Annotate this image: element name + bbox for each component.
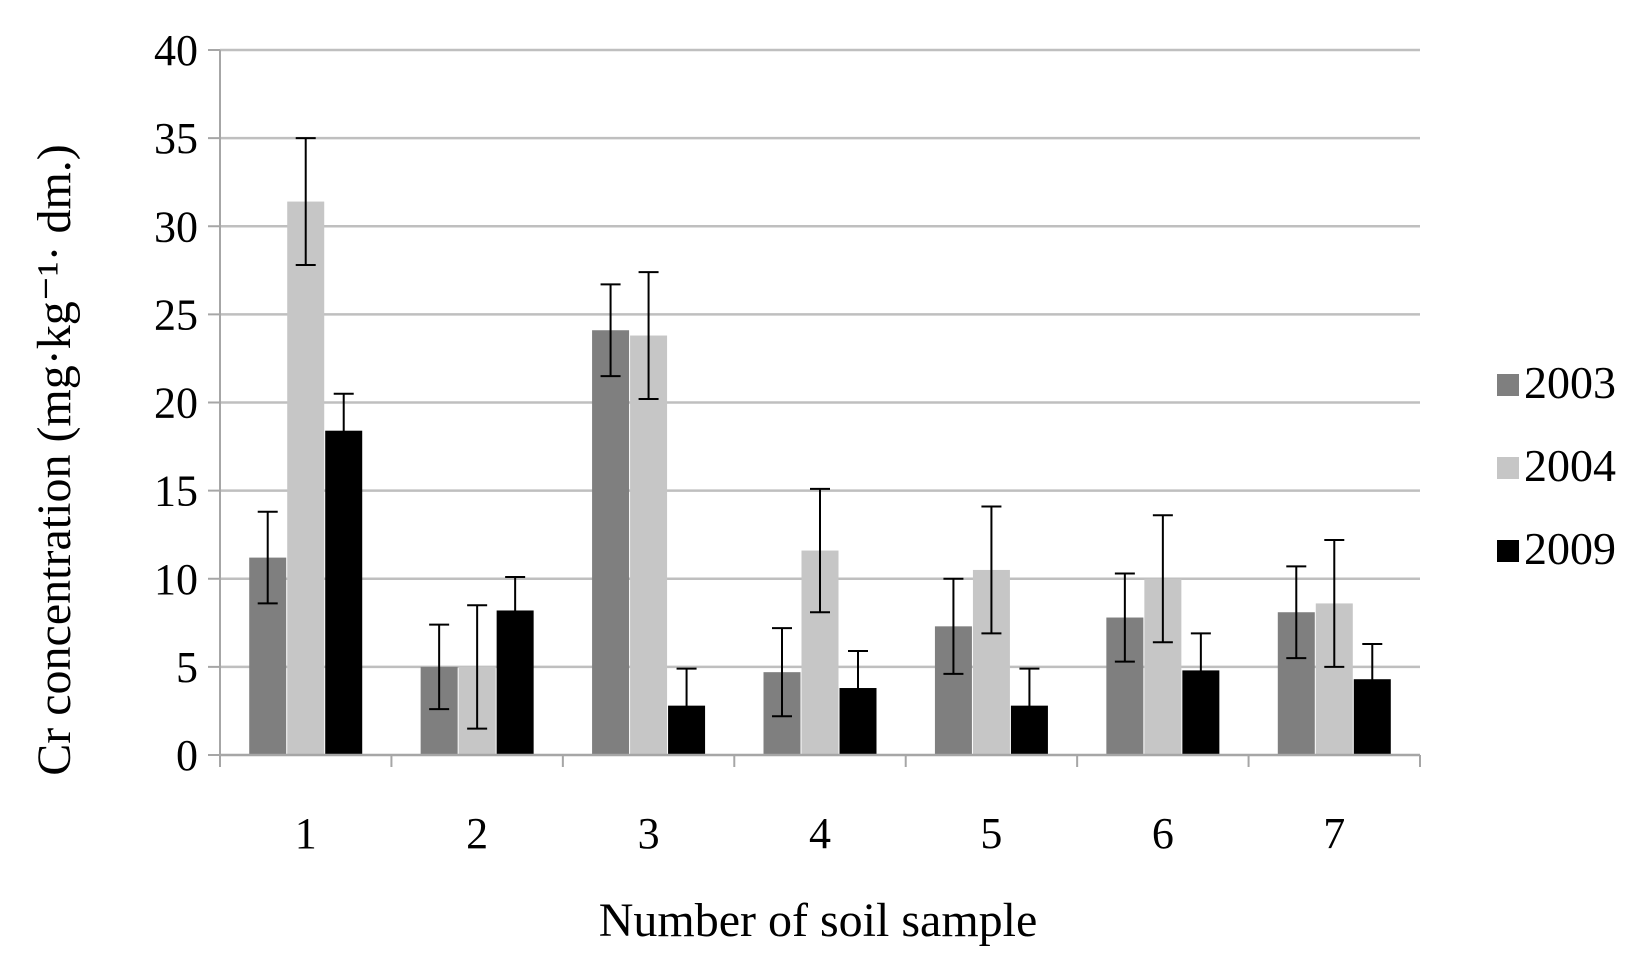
y-axis-ticks: 0 5 10 15 20 25 30 35 40 (154, 26, 221, 780)
y-axis-title: Cr concentration (mg·kg⁻¹· dm.) (28, 144, 81, 776)
x-tick-label: 4 (809, 809, 831, 858)
x-tick-label: 2 (466, 809, 488, 858)
legend-label-2009: 2009 (1524, 523, 1616, 574)
x-tick-label: 5 (980, 809, 1002, 858)
y-tick-label: 10 (154, 555, 198, 604)
legend: 2003 2004 2009 (1497, 357, 1616, 574)
y-tick-label: 15 (154, 467, 198, 516)
y-tick-label: 35 (154, 114, 198, 163)
y-tick-label: 20 (154, 379, 198, 428)
y-tick-label: 30 (154, 202, 198, 251)
bar-2003-3 (592, 330, 630, 755)
bar-2004-1 (287, 201, 325, 755)
x-axis-title: Number of soil sample (599, 894, 1038, 947)
bar-2004-3 (630, 335, 668, 755)
x-axis-ticks: 1 2 3 4 5 6 7 (295, 809, 1346, 858)
y-tick-label: 0 (176, 731, 198, 780)
y-tick-label: 25 (154, 290, 198, 339)
y-tick-label: 5 (176, 643, 198, 692)
legend-swatch-2009 (1497, 540, 1519, 562)
x-tick-label: 1 (295, 809, 317, 858)
x-tick-label: 3 (638, 809, 660, 858)
legend-label-2003: 2003 (1524, 357, 1616, 408)
bar-2009-1 (325, 430, 363, 755)
x-tick-label: 6 (1152, 809, 1174, 858)
x-axis (219, 753, 1421, 767)
bars (249, 137, 1391, 755)
legend-swatch-2004 (1497, 457, 1519, 479)
y-tick-label: 40 (154, 26, 198, 75)
x-tick-label: 7 (1323, 809, 1345, 858)
legend-swatch-2003 (1497, 374, 1519, 396)
legend-label-2004: 2004 (1524, 440, 1616, 491)
